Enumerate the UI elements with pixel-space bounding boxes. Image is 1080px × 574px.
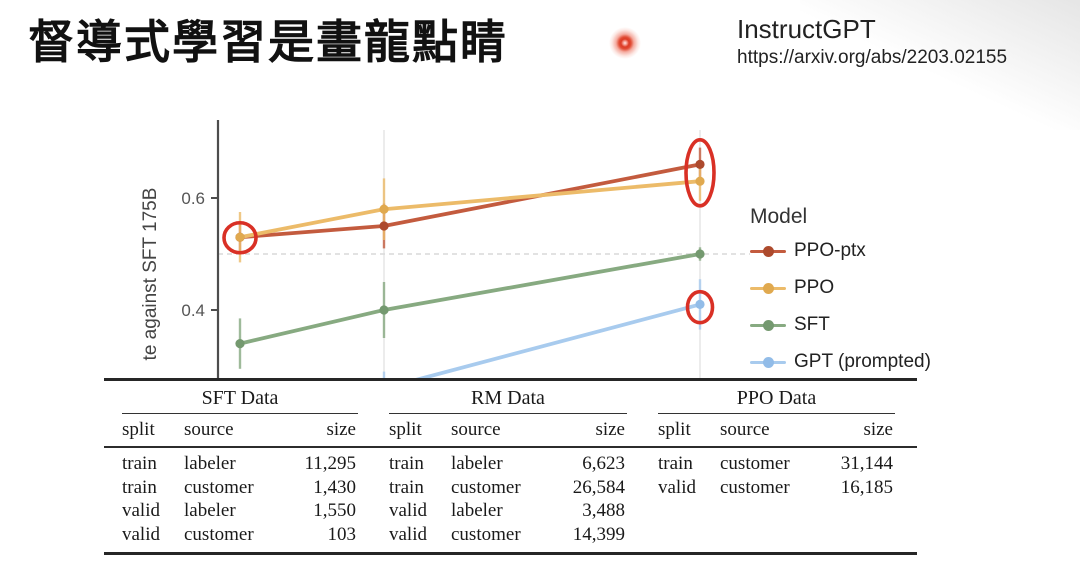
table-cell: 6,623 [582,453,625,474]
table-cell: valid [122,500,160,521]
table-cell: valid [389,500,427,521]
table-cell: train [389,476,424,498]
line-chart-canvas: 0.6 0.4 te against SFT 175B [140,120,750,378]
legend-swatch-icon [750,283,786,294]
data-point-sft [379,305,389,315]
series-line-gpt-prompted [415,302,702,378]
legend-item-sft: SFT [750,314,931,335]
table-cell: 14,399 [572,523,625,545]
table-cell: labeler [451,453,503,474]
legend-item-ppo: PPO [750,277,931,298]
legend-label: SFT [794,314,830,335]
table-cell: 26,584 [572,476,625,498]
data-table: SFT Data RM Data PPO Data split source size s… [104,378,917,555]
data-point-gpt-prompted [695,299,705,309]
data-point-ppo-ptx [379,221,389,231]
column-header-split: split [658,419,691,440]
table-row: train labeler 6,623 [389,452,627,476]
table-cell: 3,488 [582,500,625,521]
table-cell: customer [184,523,254,545]
table-cell: labeler [184,453,236,474]
table-cell: 11,295 [304,453,356,474]
legend-label: GPT (prompted) [794,351,931,372]
table-cell: valid [389,523,427,545]
table-row: valid labeler 3,488 [389,499,627,523]
table-cell: valid [658,476,696,498]
table-cell: 1,430 [313,476,356,498]
table-row: train customer 31,144 [658,452,895,476]
slide-title: 督導式學習是畫龍點睛 [28,16,508,68]
table-cell: customer [720,453,790,474]
y-tick-label: 0.4 [181,301,205,320]
table-group-title-rm-data: RM Data [389,387,627,414]
source-block: InstructGPT https://arxiv.org/abs/2203.0… [737,14,1007,69]
table-cell: train [122,476,157,498]
column-header-split: split [122,419,155,440]
legend-swatch-icon [750,246,786,257]
data-point-ppo-ptx [695,159,705,169]
column-header-source: source [184,419,234,440]
legend-swatch-icon [750,357,786,368]
table-cell: labeler [184,500,236,521]
table-row: train customer 1,430 [122,476,358,500]
y-axis-label: te against SFT 175B [140,188,161,361]
table-cell: 103 [327,523,357,545]
table-row: valid customer 16,185 [658,476,895,500]
legend-swatch-icon [750,320,786,331]
data-point-ppo [379,204,389,214]
table-cell: 31,144 [840,453,893,474]
table-cell: train [122,453,157,474]
table-cell: customer [451,523,521,545]
annotation-circle [685,289,715,325]
column-header-split: split [389,419,422,440]
table-row: valid labeler 1,550 [122,499,358,523]
table-cell: train [389,453,424,474]
column-header-size: size [595,419,625,440]
chart-legend: Model PPO-ptx PPO SFT GPT (prompted) [750,205,931,389]
table-row: train labeler 11,295 [122,452,358,476]
data-point-sft [695,249,705,259]
annotation-circle [222,220,258,255]
data-point-ppo [235,232,245,242]
legend-item-gpt-prompted: GPT (prompted) [750,351,931,372]
column-header-source: source [451,419,501,440]
column-header-source: source [720,419,770,440]
legend-label: PPO [794,277,835,298]
table-cell: valid [122,523,160,545]
table-cell: customer [451,476,521,498]
laser-pointer-dot [608,26,642,60]
table-cell: customer [720,476,790,498]
legend-label: PPO-ptx [794,240,866,261]
annotation-circle [684,138,716,208]
source-name: InstructGPT [737,14,876,44]
table-row: valid customer 103 [122,523,358,547]
series-line-sft [238,252,702,346]
table-cell: train [658,453,693,474]
table-cell: customer [184,476,254,498]
table-group-title-ppo-data: PPO Data [658,387,895,414]
table-cell: 16,185 [840,476,893,498]
column-header-size: size [326,419,356,440]
data-point-sft [235,339,245,349]
table-cell: labeler [451,500,503,521]
legend-title: Model [750,205,808,228]
table-cell: 1,550 [313,500,356,521]
table-group-title-sft-data: SFT Data [122,387,358,414]
table-row: valid customer 14,399 [389,523,627,547]
data-point-ppo [695,176,705,186]
table-row: train customer 26,584 [389,476,627,500]
legend-item-ppo-ptx: PPO-ptx [750,240,931,261]
source-url-link: https://arxiv.org/abs/2203.02155 [737,47,1008,68]
y-tick-label: 0.6 [181,189,205,208]
column-header-size: size [863,419,893,440]
